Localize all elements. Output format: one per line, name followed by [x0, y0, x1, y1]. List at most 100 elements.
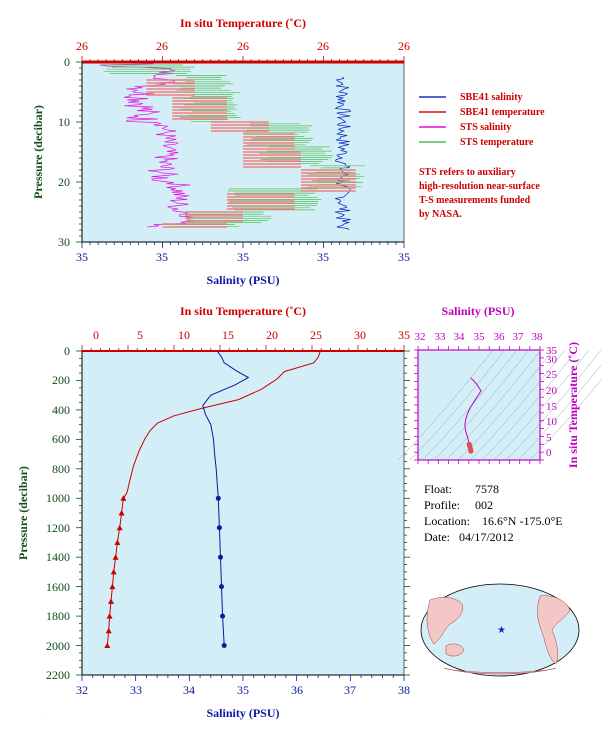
temperature-marker [116, 524, 123, 531]
top-tick-top-4: 26 [398, 39, 410, 53]
ts-tick-right-5: 25 [546, 369, 558, 381]
temperature-marker [112, 554, 119, 560]
profile-left-axis-label: Pressure (decibar) [16, 466, 30, 560]
top-tick-left-0: 0 [64, 55, 70, 69]
ts-isoline [421, 349, 518, 461]
ts-isoline [445, 349, 542, 461]
ts-tick-right-2: 10 [546, 416, 558, 428]
profile-tick-top-5: 25 [310, 328, 322, 342]
ts-tick-top-3: 35 [474, 331, 486, 343]
ts-tick-right-1: 5 [546, 432, 552, 444]
profile-tick-left-0: 0 [64, 344, 70, 358]
top-tick-left-3: 30 [58, 235, 70, 249]
location-label: Location: [424, 514, 470, 528]
ts-isoline [409, 349, 506, 461]
ts-tick-top-1: 33 [435, 331, 447, 343]
temperature-marker [109, 583, 116, 590]
ts-isoline [529, 379, 601, 461]
top-chart-top-axis-label: In situ Temperature (˚C) [180, 16, 306, 30]
top-chart-ticks [76, 56, 405, 248]
ts-isoline [433, 349, 530, 461]
profile-tick-left-8: 1600 [46, 580, 70, 594]
location-value: 16.6°N -175.0°E [482, 514, 563, 528]
ts-trace [464, 377, 482, 454]
sts-note-line-2: high-resolution near-surface [419, 181, 540, 192]
top-tick-bottom-3: 35 [317, 250, 329, 264]
top-chart-legend: SBE41 salinity SBE41 temperature STS sal… [419, 92, 545, 148]
temperature-marker [105, 627, 112, 634]
profile-tick-top-6: 30 [354, 328, 366, 342]
profile-value: 002 [475, 498, 493, 512]
ts-tick-right-3: 15 [546, 401, 558, 413]
legend-label-sts-temperature: STS temperature [460, 137, 534, 148]
profile-tick-left-1: 200 [52, 373, 70, 387]
top-tick-left-2: 20 [58, 175, 70, 189]
profile-tick-bottom-1: 33 [130, 683, 142, 697]
profile-bottom-axis-label: Salinity (PSU) [206, 706, 279, 720]
legend-label-sbe41-salinity: SBE41 salinity [460, 92, 523, 103]
footer-fineprint: . [44, 714, 45, 719]
profile-tick-top-1: 5 [137, 328, 143, 342]
salinity-marker [215, 495, 221, 501]
profile-tick-top-0: 0 [93, 328, 99, 342]
top-tick-top-1: 26 [156, 39, 168, 53]
ts-isoline [493, 349, 590, 461]
top-chart-traces [99, 63, 366, 231]
top-tick-bottom-1: 35 [156, 250, 168, 264]
ts-isoline [505, 349, 601, 461]
map-land-americas [537, 595, 571, 665]
sbe41-temperature-trace [146, 79, 356, 228]
ts-ticks [414, 346, 544, 464]
salinity-marker [219, 584, 224, 590]
profile-tick-left-9: 1800 [46, 609, 70, 623]
map-land-australia [445, 643, 465, 657]
temperature-marker [118, 510, 125, 516]
temperature-marker [104, 642, 111, 648]
profile-tick-left-5: 1000 [46, 491, 70, 505]
map-land-antarctica [443, 667, 557, 675]
profile-tick-left-10: 2000 [46, 639, 70, 653]
float-label: Float: [424, 482, 452, 496]
temperature-marker [108, 598, 114, 604]
profile-tick-bottom-3: 35 [237, 683, 249, 697]
profile-chart-traces [104, 350, 321, 648]
world-map: ★ [420, 583, 580, 677]
top-tick-bottom-0: 35 [76, 250, 88, 264]
profile-tick-left-4: 800 [52, 462, 70, 476]
top-tick-left-1: 10 [58, 115, 70, 129]
ts-tick-right-4: 20 [546, 385, 558, 397]
profile-top-axis-label: In situ Temperature (˚C) [180, 304, 306, 318]
ts-isoline [469, 349, 566, 461]
top-tick-top-2: 26 [237, 39, 249, 53]
profile-label: Profile: [424, 498, 460, 512]
legend-label-sts-salinity: STS salinity [460, 122, 511, 133]
profile-tick-bottom-6: 38 [398, 683, 410, 697]
profile-chart-ticks [76, 345, 410, 681]
ts-isoline [397, 349, 494, 461]
temperature-marker [114, 539, 121, 545]
top-tick-bottom-4: 35 [398, 250, 410, 264]
profile-tick-left-11: 2200 [46, 668, 70, 682]
temperature-profile-line [106, 350, 321, 646]
temperature-marker [120, 495, 127, 501]
top-tick-top-0: 26 [76, 39, 88, 53]
temperature-marker [110, 568, 117, 575]
top-tick-bottom-2: 35 [237, 250, 249, 264]
profile-tick-top-7: 35 [398, 328, 410, 342]
ts-right-axis-label: In situ Temperature (˚C) [566, 342, 580, 468]
salinity-marker [221, 643, 227, 648]
salinity-marker [216, 525, 222, 531]
profile-tick-left-6: 1200 [46, 521, 70, 535]
date-value: 04/17/2012 [459, 530, 514, 544]
ts-point [466, 441, 472, 447]
ts-tick-top-2: 34 [454, 331, 466, 343]
ts-tick-right-7: 35 [546, 345, 558, 357]
sts-note: STS refers to auxiliary high-resolution … [419, 167, 540, 220]
sbe41-salinity-trace [334, 76, 351, 231]
profile-tick-top-2: 10 [178, 328, 190, 342]
profile-tick-left-7: 1400 [46, 550, 70, 564]
profile-tick-bottom-0: 32 [76, 683, 88, 697]
profile-tick-left-2: 400 [52, 403, 70, 417]
profile-chart: In situ Temperature (˚C) Salinity (PSU) … [16, 304, 410, 720]
